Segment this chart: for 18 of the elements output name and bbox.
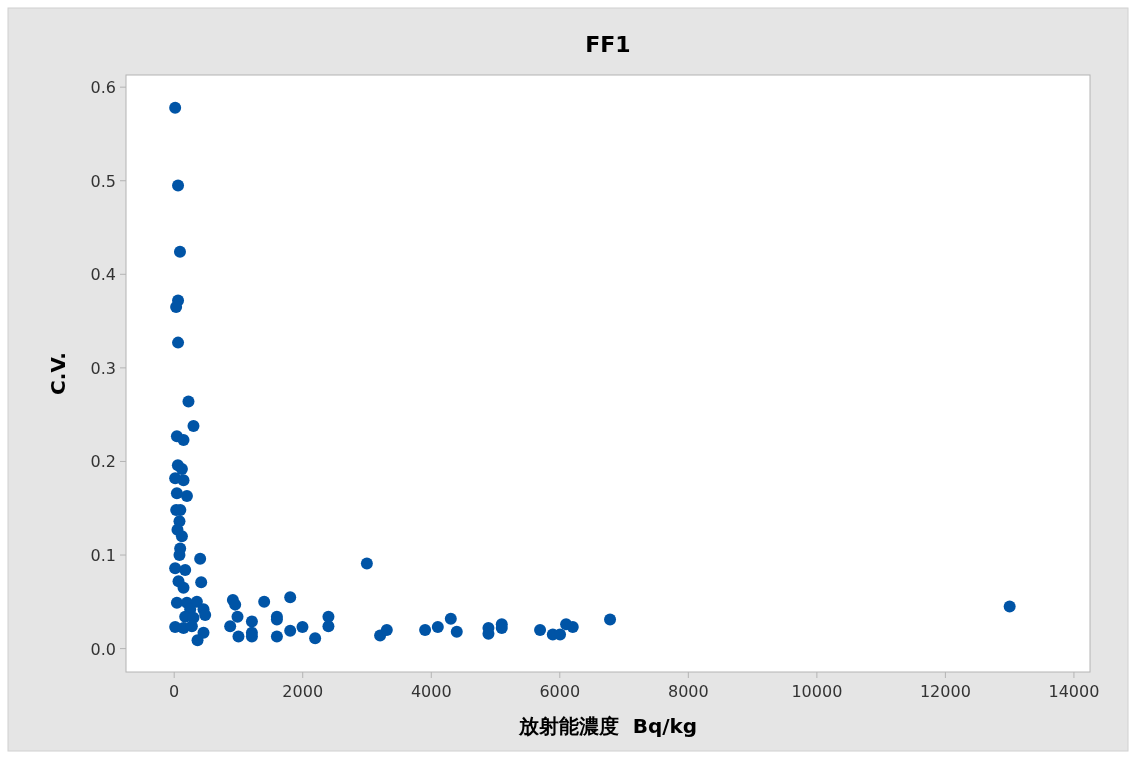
x-tick-label: 8000 (667, 682, 709, 701)
x-tick-label: 12000 (919, 682, 971, 701)
y-tick-label: 0.2 (90, 452, 116, 472)
x-tick-label: 0 (169, 682, 180, 701)
y-tick-label: 0.5 (90, 171, 116, 191)
x-tick-label: 14000 (1048, 682, 1100, 701)
x-axis-title: 放射能濃度 Bq/kg (517, 714, 698, 738)
y-axis-title: C.V. (46, 352, 70, 395)
y-tick-label: 0.6 (90, 78, 116, 98)
x-tick-label: 2000 (282, 682, 324, 701)
y-tick-label: 0.0 (90, 639, 116, 659)
x-tick-label: 10000 (791, 682, 843, 701)
chart-title: FF1 (585, 32, 631, 57)
x-tick-label: 4000 (410, 682, 452, 701)
y-tick-label: 0.4 (90, 265, 116, 285)
x-tick-label: 6000 (539, 682, 581, 701)
y-tick-label: 0.3 (90, 358, 116, 378)
y-tick-label: 0.1 (90, 546, 116, 566)
